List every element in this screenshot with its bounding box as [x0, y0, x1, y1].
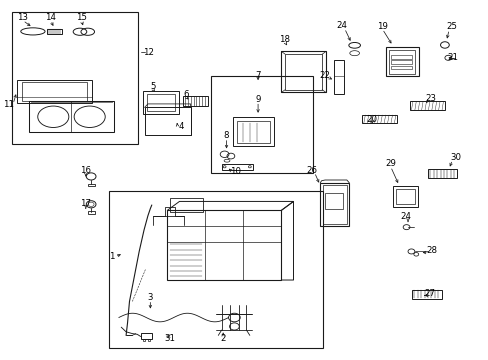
Bar	[31, 102, 111, 103]
Text: 13: 13	[17, 13, 28, 22]
Text: 20: 20	[366, 116, 377, 125]
Text: 3: 3	[147, 293, 153, 302]
Text: 16: 16	[80, 166, 91, 175]
Bar	[221, 163, 253, 170]
Bar	[47, 29, 61, 33]
Bar	[21, 82, 87, 102]
Bar	[29, 102, 114, 132]
Text: 17: 17	[80, 199, 91, 208]
Text: 19: 19	[376, 22, 387, 31]
Text: 25: 25	[446, 22, 457, 31]
Bar	[147, 339, 150, 341]
Bar	[143, 339, 145, 341]
Text: 27: 27	[424, 289, 435, 298]
Bar	[396, 189, 414, 204]
Text: 21: 21	[447, 53, 458, 62]
Bar	[147, 94, 175, 111]
Bar	[143, 91, 179, 114]
Bar	[236, 121, 270, 143]
Bar	[409, 102, 444, 111]
Text: 5: 5	[150, 82, 155, 91]
Text: 23: 23	[425, 94, 436, 103]
Text: 24: 24	[400, 212, 411, 221]
Text: 31: 31	[164, 334, 175, 343]
Bar	[388, 50, 414, 74]
Bar	[232, 117, 274, 146]
Text: 29: 29	[385, 159, 395, 168]
Text: 30: 30	[449, 153, 460, 162]
Bar	[333, 60, 344, 94]
Text: 14: 14	[45, 13, 56, 22]
Bar	[167, 210, 281, 280]
Bar	[390, 55, 411, 59]
Text: 22: 22	[318, 71, 329, 80]
Bar	[141, 333, 152, 339]
Bar	[427, 169, 456, 178]
Bar	[362, 115, 397, 123]
Bar	[169, 198, 203, 212]
Bar	[12, 12, 138, 144]
Text: 12: 12	[143, 48, 154, 57]
Text: 7: 7	[255, 71, 260, 80]
Bar	[281, 51, 325, 93]
Bar	[285, 54, 322, 90]
Bar	[411, 290, 441, 298]
Text: 6: 6	[183, 90, 188, 99]
Text: 11: 11	[2, 100, 14, 109]
Bar	[392, 186, 417, 207]
Bar	[390, 60, 411, 64]
Bar	[325, 193, 342, 208]
Bar	[390, 66, 411, 69]
Text: 15: 15	[76, 13, 87, 22]
Text: 10: 10	[229, 167, 240, 176]
Text: 24: 24	[336, 21, 347, 30]
Text: 18: 18	[279, 35, 290, 44]
Bar	[183, 96, 208, 106]
Text: 9: 9	[255, 95, 260, 104]
Text: 28: 28	[426, 246, 436, 255]
Text: 1: 1	[108, 252, 114, 261]
Bar	[109, 191, 322, 348]
Bar	[87, 211, 94, 213]
Bar	[17, 80, 92, 103]
Text: 2: 2	[220, 334, 225, 343]
Bar	[87, 184, 94, 186]
Bar	[322, 185, 346, 224]
Text: 26: 26	[305, 166, 316, 175]
Bar	[385, 47, 418, 76]
Bar	[320, 183, 348, 226]
Text: 4: 4	[178, 122, 183, 131]
Text: 8: 8	[224, 131, 229, 140]
Bar	[211, 76, 312, 173]
Bar	[144, 108, 190, 135]
